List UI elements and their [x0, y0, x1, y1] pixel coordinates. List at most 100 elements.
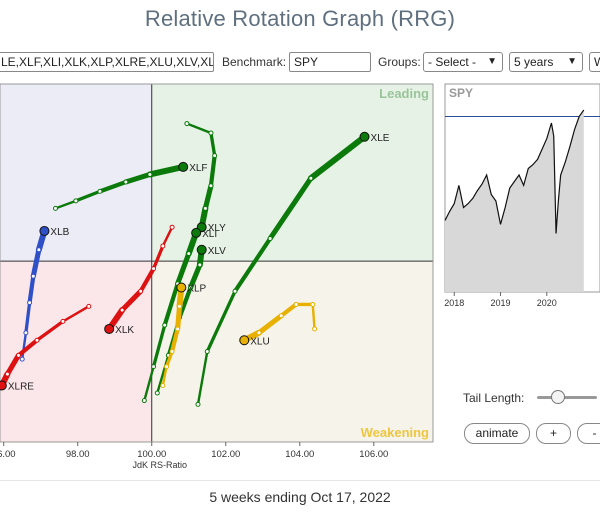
- tail-segment-xlf: [97, 179, 128, 194]
- tail-point-xle: [232, 288, 238, 294]
- spy-area: [445, 110, 584, 292]
- tail-point-xlu: [312, 326, 318, 332]
- tail-point-xlk: [119, 307, 125, 313]
- tail-point-xlre: [60, 318, 66, 324]
- tail-segment-xlb: [30, 247, 42, 279]
- label-xlre: XLRE: [8, 381, 34, 392]
- head-point-xlv: [196, 244, 207, 255]
- head-point-xlf: [178, 161, 189, 172]
- slider-thumb[interactable]: [551, 390, 566, 404]
- spy-x-tick-label: 2020: [537, 298, 557, 308]
- extra-select-value: W: [594, 55, 600, 69]
- benchmark-label: Benchmark:: [222, 55, 287, 69]
- footer-text: 5 weeks ending Oct 17, 2022: [209, 489, 391, 505]
- improving-quadrant: [0, 84, 152, 262]
- tail-segment-xlre: [61, 305, 91, 323]
- x-tick-label: 100.00: [137, 449, 166, 460]
- tail-segment-xlb: [21, 331, 28, 361]
- tail-segment-xlu: [279, 302, 299, 318]
- tail-segment-xle: [205, 289, 237, 354]
- spy-line: [444, 109, 585, 234]
- page-title: Relative Rotation Graph (RRG): [144, 6, 456, 31]
- tail-point-xlk: [138, 288, 144, 294]
- tail-point-xlu: [256, 330, 262, 336]
- head-point-xlp: [176, 282, 187, 293]
- zoom-in-button[interactable]: +: [536, 423, 571, 444]
- spy-x-tick-label: 2019: [491, 298, 511, 308]
- animate-button[interactable]: animate: [464, 423, 530, 444]
- x-axis: 96.00 98.00 100.00 102.00 104.00 106.00 JdK RS…: [0, 442, 388, 470]
- head-point-xlre: [0, 380, 7, 391]
- leading-label: Leading: [379, 86, 429, 101]
- x-axis-label: JdK RS-Ratio: [132, 460, 187, 470]
- tail-length-label: Tail Length:: [463, 391, 525, 405]
- tail-segment-xlf: [146, 163, 187, 178]
- tail-segment-xlre: [16, 338, 40, 358]
- groups-select-value: - Select -: [428, 55, 477, 69]
- tail-point-xlk: [151, 266, 157, 272]
- plot-border: [0, 83, 434, 443]
- tail-segment-xlp: [175, 303, 183, 332]
- tail-point-xlre: [4, 371, 10, 377]
- extra-select[interactable]: W: [589, 52, 600, 72]
- tail-point-xlf: [53, 205, 59, 211]
- period-select[interactable]: 5 years ▼: [509, 52, 583, 72]
- chevron-down-icon: ▼: [487, 56, 497, 67]
- tail-point-xly: [208, 130, 214, 136]
- spy-plot: SPY 2018 2019 2020: [444, 83, 600, 308]
- tail-point-xlre: [16, 352, 22, 358]
- tail-point-xlb: [23, 330, 29, 336]
- tail-segment-xly: [209, 131, 217, 158]
- tail-point-xly: [208, 183, 214, 189]
- tail-segment-xlu: [256, 313, 284, 336]
- tail-segment-xlk: [151, 244, 165, 271]
- tail-point-xli: [162, 322, 168, 328]
- head-point-xlu: [239, 335, 250, 346]
- tail-point-xlu: [278, 313, 284, 319]
- tail-point-xlp: [164, 364, 170, 370]
- tail-point-xli: [141, 398, 147, 404]
- tail-point-xlp: [160, 382, 166, 388]
- tail-point-xlb: [27, 300, 33, 306]
- tail-segment-xli: [143, 365, 155, 402]
- tail-point-xlu: [310, 301, 316, 307]
- label-xlk: XLK: [115, 325, 134, 336]
- benchmark-input[interactable]: SPY: [289, 52, 371, 72]
- quadrants: Leading Weakening: [0, 83, 434, 443]
- tail-segment-xlp: [161, 365, 168, 387]
- tail-point-xlp: [176, 303, 182, 309]
- tail-point-xli: [151, 364, 157, 370]
- spy-title: SPY: [449, 86, 473, 100]
- tail-point-xlf: [73, 198, 79, 204]
- tail-length-slider[interactable]: [537, 389, 597, 405]
- tail-point-xly: [184, 121, 190, 127]
- tail-segment-xle: [307, 133, 368, 182]
- tail-point-xly: [212, 153, 218, 159]
- tail-point-xle: [195, 401, 201, 407]
- weakening-quadrant: [151, 261, 433, 442]
- tail-segment-xle: [196, 350, 209, 406]
- label-xlf: XLF: [189, 163, 207, 174]
- weakening-label: Weakening: [361, 425, 429, 440]
- tail-segment-xlb: [27, 274, 36, 305]
- tail-segment-xlu: [311, 303, 316, 331]
- divider: [0, 480, 600, 481]
- zoom-out-button[interactable]: -: [577, 423, 600, 444]
- tail-segment-xli: [151, 323, 167, 369]
- tail-segment-xlk: [138, 266, 156, 294]
- tail-point-xle: [267, 236, 273, 242]
- x-tick-label: 106.00: [359, 449, 388, 460]
- tail-segment-xly: [185, 122, 213, 135]
- tail-segment-xle: [232, 236, 273, 294]
- toolbar: LE,XLF,XLI,XLK,XLP,XLRE,XLU,XLV,XL Bench…: [0, 50, 600, 76]
- tail-point-xlu: [293, 301, 299, 307]
- label-xly: XLY: [208, 223, 226, 234]
- tail-segment-xli: [162, 281, 180, 328]
- tail-segment-xly: [208, 153, 217, 188]
- symbols-input[interactable]: LE,XLF,XLI,XLK,XLP,XLRE,XLU,XLV,XL: [0, 52, 214, 72]
- label-xlu: XLU: [250, 336, 269, 347]
- groups-select[interactable]: - Select - ▼: [423, 52, 503, 72]
- x-tick-label: 102.00: [211, 449, 240, 460]
